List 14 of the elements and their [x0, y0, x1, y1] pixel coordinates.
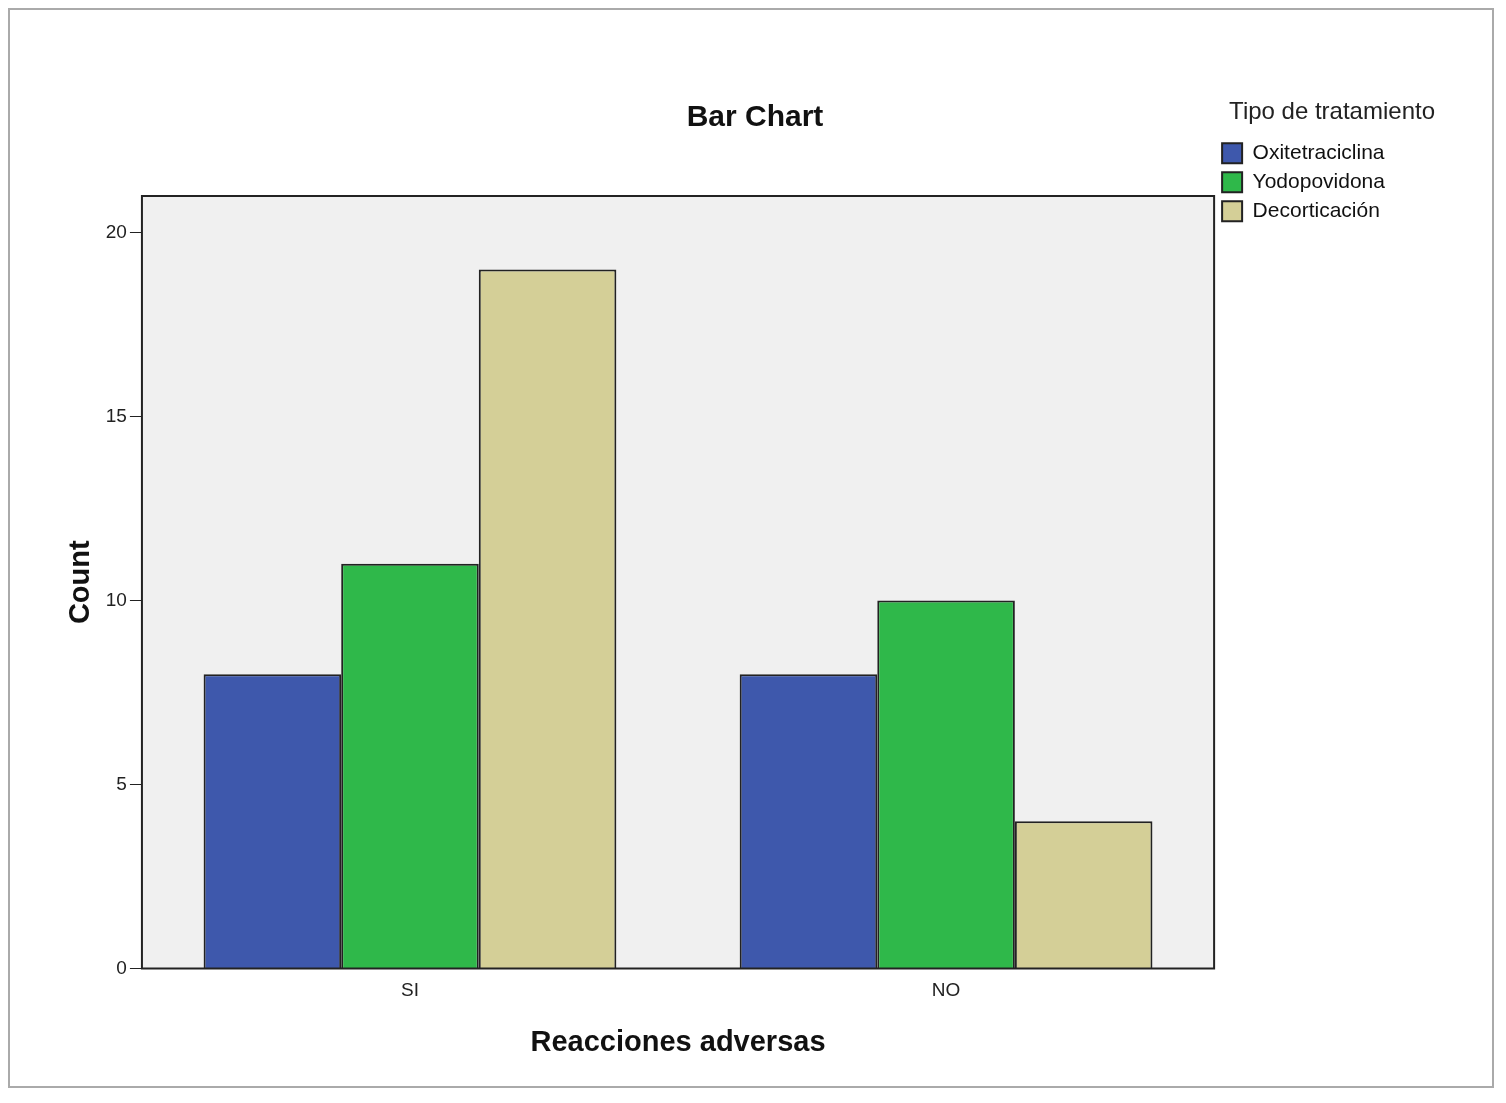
y-tick-label: 10 — [105, 588, 127, 610]
y-tick-label: 15 — [105, 404, 127, 426]
x-tick-label: NO — [931, 979, 961, 1001]
y-tick-label: 0 — [116, 956, 127, 978]
x-tick-label: SI — [401, 979, 419, 1001]
legend-label: Yodopovidona — [1252, 169, 1386, 193]
y-tick-label: 20 — [105, 221, 127, 243]
y-axis-title: Count — [63, 539, 96, 625]
chart-title: Bar Chart — [686, 99, 824, 133]
x-axis-title: Reacciones adversas — [530, 1024, 826, 1057]
legend-label: Decorticación — [1252, 198, 1380, 222]
legend-title: Tipo de tratamiento — [1229, 96, 1435, 124]
y-tick-label: 5 — [116, 772, 127, 794]
legend-label: Oxitetraciclina — [1252, 140, 1385, 164]
